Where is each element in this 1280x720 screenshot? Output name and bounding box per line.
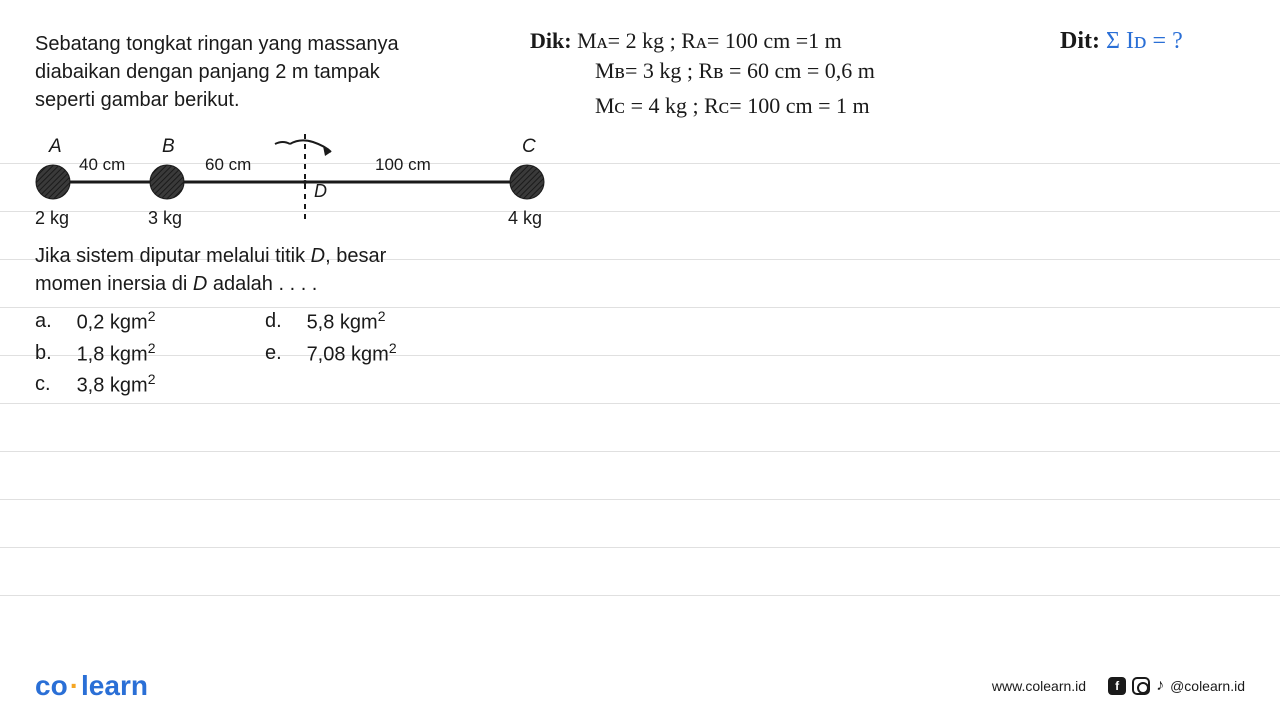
social-handle: @colearn.id [1170,678,1245,694]
problem-line: diabaikan dengan panjang 2 m tampak [35,58,505,86]
option-b: b. 1,8 kgm2 [35,338,265,370]
dist-1: 40 cm [79,155,125,174]
problem-line: seperti gambar berikut. [35,86,505,114]
label-a: A [48,136,62,157]
social-icons: f ♪ @colearn.id [1108,677,1245,695]
option-a: a. 0,2 kgm2 [35,306,265,338]
facebook-icon: f [1108,677,1126,695]
question-line: Jika sistem diputar melalui titik D, bes… [35,242,505,270]
question-text: Jika sistem diputar melalui titik D, bes… [35,242,505,298]
instagram-icon [1132,677,1150,695]
physics-diagram: A B C D 40 cm 60 cm 100 cm 2 kg 3 kg 4 k… [35,132,535,232]
footer: co·learn www.colearn.id f ♪ @colearn.id [0,670,1280,702]
tiktok-icon: ♪ [1156,677,1164,695]
mass-a: 2 kg [35,208,69,228]
question-line: momen inersia di D adalah . . . . [35,270,505,298]
dist-3: 100 cm [375,155,431,174]
mass-b: 3 kg [148,208,182,228]
logo: co·learn [35,670,148,702]
options-block: a. 0,2 kgm2 b. 1,8 kgm2 c. 3,8 kgm2 d. 5… [35,306,505,401]
problem-line: Sebatang tongkat ringan yang massanya [35,30,505,58]
dist-2: 60 cm [205,155,251,174]
footer-url: www.colearn.id [992,678,1086,694]
option-c: c. 3,8 kgm2 [35,369,265,401]
option-d: d. 5,8 kgm2 [265,306,397,338]
problem-block: Sebatang tongkat ringan yang massanya di… [35,30,505,401]
handwriting-dit: Dit: Σ Iᴅ = ? [1060,28,1183,55]
problem-text: Sebatang tongkat ringan yang massanya di… [35,30,505,114]
label-c: C [522,136,536,157]
label-b: B [162,136,175,157]
option-e: e. 7,08 kgm2 [265,338,397,370]
diagram-svg: A B C D 40 cm 60 cm 100 cm 2 kg 3 kg 4 k… [35,132,545,232]
label-d: D [314,181,327,201]
mass-c: 4 kg [508,208,542,228]
handwriting-line3: Mᴄ = 4 kg ; Rᴄ= 100 cm = 1 m [595,93,870,119]
handwriting-line2: Mʙ= 3 kg ; Rʙ = 60 cm = 0,6 m [595,58,875,84]
handwriting-dik: Dik: Mᴀ= 2 kg ; Rᴀ= 100 cm =1 m [530,28,842,54]
